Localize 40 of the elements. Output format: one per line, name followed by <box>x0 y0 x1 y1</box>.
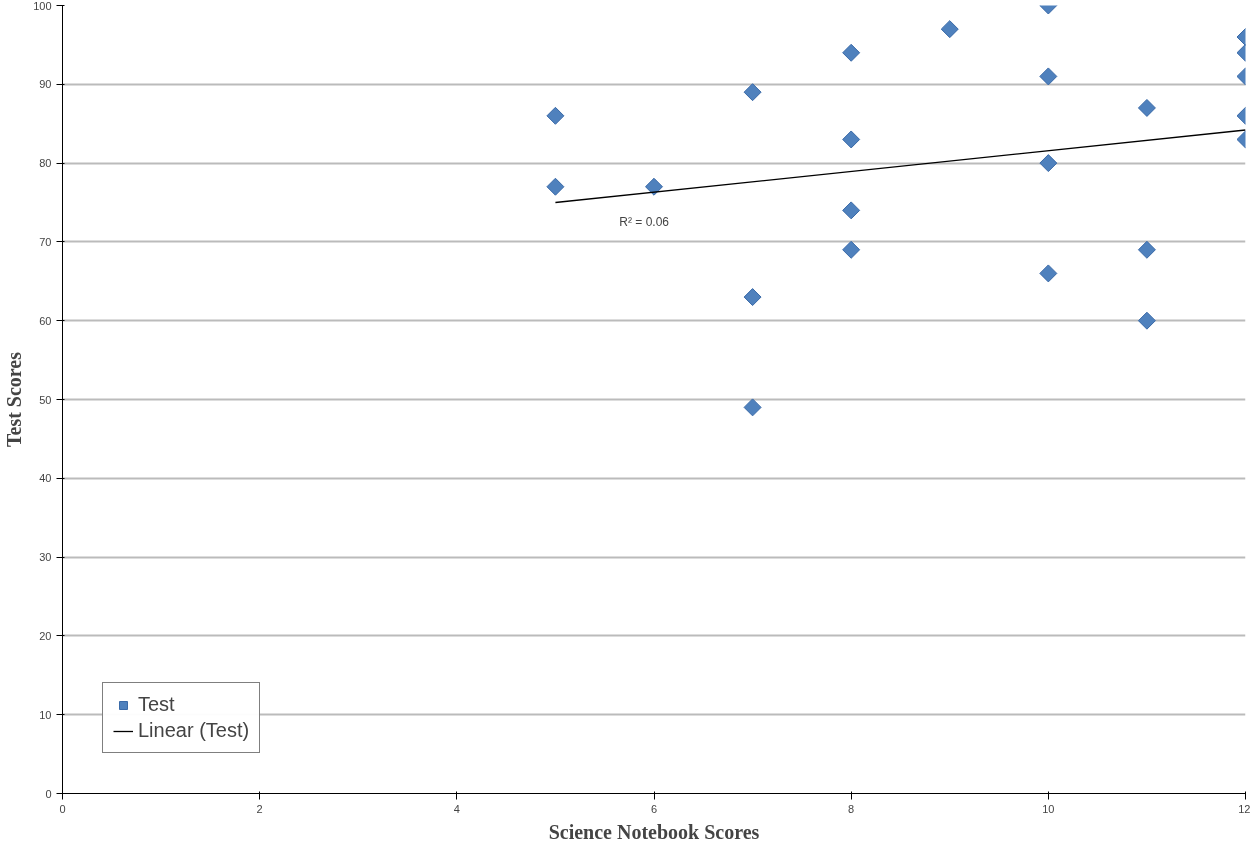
point <box>842 240 861 259</box>
y-tick-label: 60 <box>39 314 52 327</box>
x-tick-label: 0 <box>59 802 66 815</box>
point <box>1039 67 1058 86</box>
point <box>1137 98 1156 117</box>
x-tick-label: 6 <box>650 802 658 815</box>
point <box>1137 311 1156 330</box>
y-tick-label: 80 <box>39 157 52 170</box>
point <box>546 106 565 125</box>
point <box>842 43 861 62</box>
x-tick-label: 8 <box>848 802 855 815</box>
x-tick-label: 2 <box>256 802 263 815</box>
x-tick-label: 10 <box>1042 802 1055 815</box>
point <box>743 83 762 102</box>
point <box>645 177 663 196</box>
y-tick-label: 50 <box>39 393 52 406</box>
y-tick-label: 90 <box>39 78 52 91</box>
y-tick-label: 70 <box>39 235 52 248</box>
y-tick-label: 10 <box>39 708 52 721</box>
y-tick-label: 20 <box>39 629 52 642</box>
x-axis-title: Science Notebook Scores <box>548 820 760 843</box>
point <box>743 398 762 417</box>
point <box>1039 264 1058 283</box>
y-tick-label: 0 <box>45 787 52 800</box>
y-tick-label: 40 <box>39 472 52 485</box>
y-axis-title: Test Scores <box>3 351 26 447</box>
point <box>842 130 861 149</box>
point <box>1039 154 1058 173</box>
point <box>940 20 959 39</box>
x-tick-label: 12 <box>1238 802 1251 815</box>
point <box>546 177 565 196</box>
legend-label: Linear (Test) <box>138 719 250 742</box>
y-tick-label: 100 <box>33 0 52 12</box>
legend-label: Test <box>138 693 175 716</box>
point <box>1137 240 1156 259</box>
x-tick-label: 4 <box>453 802 460 815</box>
point <box>842 201 861 220</box>
point <box>743 288 762 307</box>
annotation: R² = 0.06 <box>619 215 670 230</box>
y-tick-label: 30 <box>39 551 52 564</box>
